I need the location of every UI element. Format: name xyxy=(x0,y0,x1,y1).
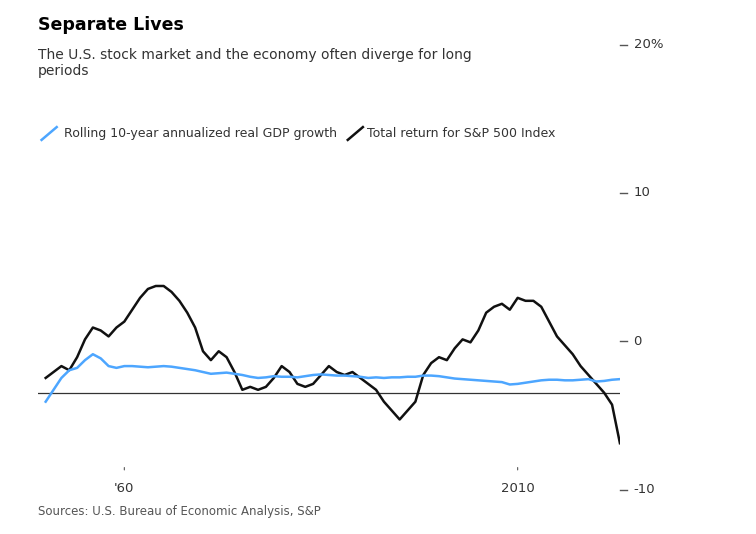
Text: Sources: U.S. Bureau of Economic Analysis, S&P: Sources: U.S. Bureau of Economic Analysi… xyxy=(38,505,321,518)
Text: -10: -10 xyxy=(634,483,655,496)
Text: The U.S. stock market and the economy often diverge for long
periods: The U.S. stock market and the economy of… xyxy=(38,48,472,78)
Text: 20%: 20% xyxy=(634,38,663,51)
Text: 0: 0 xyxy=(634,335,642,348)
Text: Rolling 10-year annualized real GDP growth: Rolling 10-year annualized real GDP grow… xyxy=(64,127,337,140)
Text: Separate Lives: Separate Lives xyxy=(38,16,184,34)
Text: 10: 10 xyxy=(634,186,650,199)
Text: Total return for S&P 500 Index: Total return for S&P 500 Index xyxy=(367,127,555,140)
